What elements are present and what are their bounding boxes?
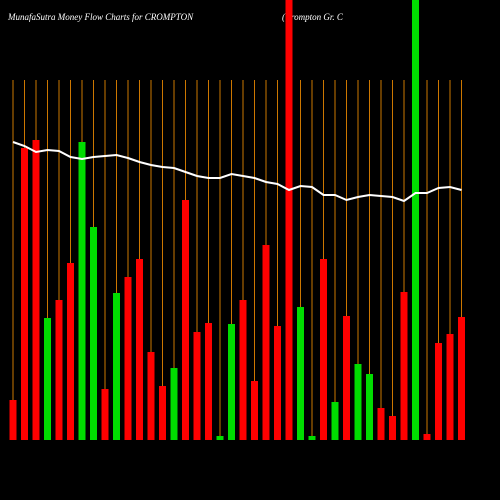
bar bbox=[67, 263, 74, 440]
bar bbox=[343, 316, 350, 440]
bar bbox=[55, 300, 63, 440]
bar bbox=[423, 434, 431, 440]
bar bbox=[274, 326, 281, 440]
bar bbox=[285, 0, 293, 440]
bar bbox=[78, 142, 86, 440]
bar bbox=[216, 436, 224, 440]
bar bbox=[90, 227, 97, 440]
bar bbox=[308, 436, 316, 440]
bar bbox=[159, 386, 166, 440]
bar bbox=[389, 416, 396, 440]
bar bbox=[170, 368, 178, 440]
bar bbox=[239, 300, 247, 440]
bar bbox=[101, 389, 109, 440]
bar bbox=[32, 140, 40, 440]
bar bbox=[354, 364, 362, 440]
bar bbox=[136, 259, 143, 440]
bar bbox=[412, 0, 419, 440]
bar bbox=[44, 318, 51, 440]
bar bbox=[147, 352, 155, 440]
chart-subtitle: (Crompton Gr. C bbox=[282, 12, 344, 22]
line bbox=[12, 141, 462, 203]
bar bbox=[182, 200, 189, 440]
bar bbox=[193, 332, 201, 440]
bar bbox=[21, 148, 28, 440]
bar bbox=[435, 343, 442, 440]
bar bbox=[9, 400, 17, 440]
bar bbox=[377, 408, 385, 440]
bar bbox=[458, 317, 465, 440]
bar bbox=[262, 245, 270, 440]
bar bbox=[331, 402, 339, 440]
bar bbox=[400, 292, 408, 440]
bar bbox=[446, 334, 454, 440]
bar bbox=[251, 381, 258, 440]
bar bbox=[113, 293, 120, 440]
bar bbox=[205, 323, 212, 440]
bar bbox=[366, 374, 373, 440]
bar bbox=[228, 324, 235, 440]
chart-title: MunafaSutra Money Flow Charts for CROMPT… bbox=[7, 12, 194, 22]
bar bbox=[297, 307, 304, 440]
bar bbox=[320, 259, 327, 440]
bar bbox=[124, 277, 132, 440]
